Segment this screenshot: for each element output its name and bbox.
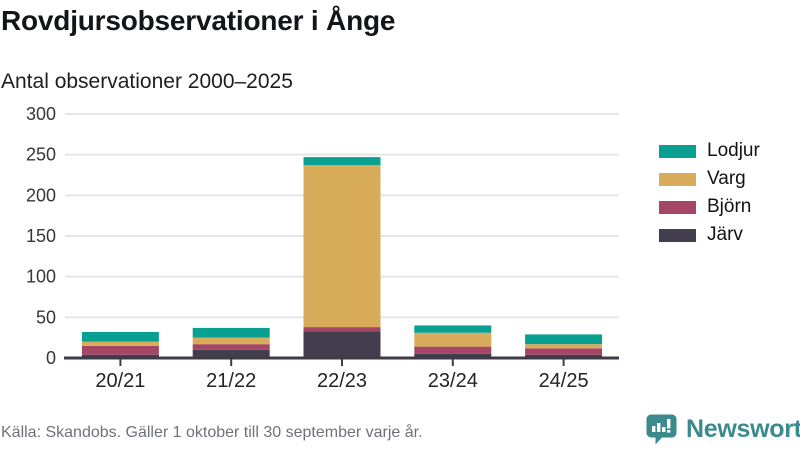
bar-segment-23/24-Björn	[414, 346, 492, 354]
bar-segment-22/23-Lodjur	[303, 157, 381, 166]
bar-segment-21/22-Järv	[192, 349, 270, 358]
legend-swatch	[659, 228, 696, 242]
y-tick-label-100: 100	[26, 267, 56, 287]
logo-bar-1	[652, 426, 656, 432]
legend-swatch	[659, 200, 696, 214]
bar-segment-22/23-Järv	[303, 331, 381, 358]
legend-item-järv: Järv	[659, 221, 760, 249]
legend-label: Lodjur	[707, 140, 760, 161]
brand-wordmark: Newsworthy	[686, 415, 800, 443]
legend-label: Björn	[707, 196, 752, 217]
bar-segment-21/22-Varg	[192, 337, 270, 345]
bar-segment-23/24-Järv	[414, 353, 492, 358]
legend-label: Varg	[707, 168, 746, 189]
logo-exclamation-dot	[667, 430, 671, 433]
bar-segment-24/25-Lodjur	[525, 334, 603, 345]
chart-legend: Lodjur Varg Björn Järv	[659, 137, 760, 249]
legend-label: Järv	[707, 224, 743, 245]
bar-segment-21/22-Björn	[192, 344, 270, 350]
legend-item-varg: Varg	[659, 165, 760, 193]
chart-subtitle: Antal observationer 2000–2025	[1, 70, 293, 93]
y-tick-label-0: 0	[46, 348, 56, 368]
bar-segment-23/24-Varg	[414, 332, 492, 347]
x-tick-label-21/22: 21/22	[206, 370, 256, 392]
y-tick-label-150: 150	[26, 226, 56, 246]
y-tick-label-50: 50	[36, 307, 56, 327]
newsworthy-brand: Newsworthy	[645, 413, 800, 446]
logo-exclamation-stem	[667, 419, 671, 429]
bar-segment-23/24-Lodjur	[414, 325, 492, 333]
bar-segment-24/25-Järv	[525, 354, 603, 358]
bar-segment-21/22-Lodjur	[192, 327, 270, 338]
bar-segment-20/21-Järv	[81, 354, 159, 358]
y-tick-label-300: 300	[26, 104, 56, 124]
bar-segment-22/23-Varg	[303, 165, 381, 328]
newsworthy-logo-icon	[646, 414, 677, 445]
stacked-bar-chart: 0 50 100 150 200 250 300 20/21 21/22 22/23 23/24 24…	[26, 104, 619, 392]
logo-bar-3	[662, 427, 666, 432]
source-note: Källa: Skandobs. Gäller 1 oktober till 3…	[1, 424, 423, 441]
chart-title: Rovdjursobservationer i Ånge	[1, 5, 396, 36]
bar-segment-24/25-Varg	[525, 344, 603, 349]
bar-segment-20/21-Lodjur	[81, 331, 159, 342]
bar-segment-20/21-Björn	[81, 345, 159, 355]
logo-bar-2	[657, 423, 661, 432]
y-tick-label-250: 250	[26, 145, 56, 165]
x-tick-label-22/23: 22/23	[317, 370, 367, 392]
y-tick-label-200: 200	[26, 185, 56, 205]
bar-segment-20/21-Varg	[81, 341, 159, 346]
speech-bubble-shape	[646, 414, 677, 445]
x-tick-label-24/25: 24/25	[539, 370, 589, 392]
bar-segment-24/25-Björn	[525, 348, 603, 355]
legend-item-björn: Björn	[659, 193, 760, 221]
x-tick-label-20/21: 20/21	[95, 370, 145, 392]
legend-swatch	[659, 172, 696, 186]
bar-segment-22/23-Björn	[303, 327, 381, 332]
legend-item-lodjur: Lodjur	[659, 137, 760, 165]
x-tick-label-23/24: 23/24	[428, 370, 478, 392]
legend-swatch	[659, 144, 696, 158]
